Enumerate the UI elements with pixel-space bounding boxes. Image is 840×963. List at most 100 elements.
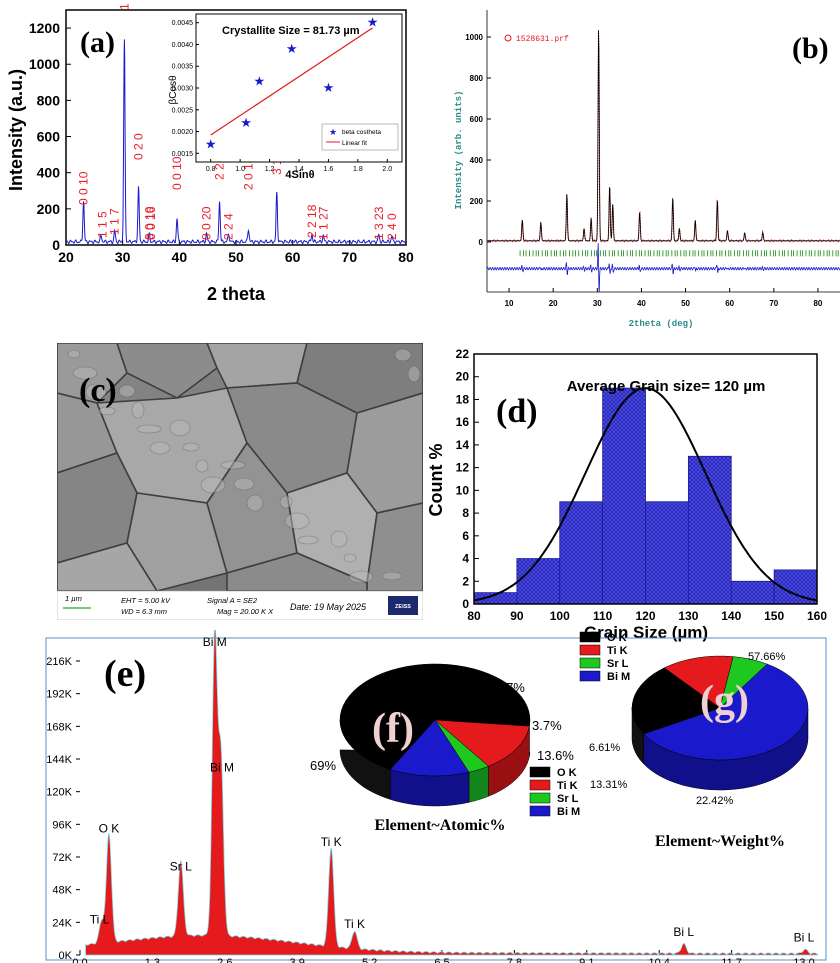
sem-small-grain xyxy=(72,366,98,380)
y-tick-label: 96K xyxy=(52,819,72,831)
y-tick-label: 400 xyxy=(37,165,61,181)
x-tick-label: 70 xyxy=(342,249,358,265)
inset-data-points: ★ ★ ★ ★ ★ ★ xyxy=(205,15,379,152)
x-tick-label: 40 xyxy=(637,299,646,308)
peak-label: 1 1 7 xyxy=(108,208,122,235)
inset-data-point: ★ xyxy=(323,80,335,95)
x-tick-label: 90 xyxy=(510,609,524,623)
x-tick-label: 100 xyxy=(550,609,570,623)
y-tick-label: 400 xyxy=(470,156,484,165)
y-tick-label: 600 xyxy=(37,129,61,145)
sem-scale-bar-label: 1 µm xyxy=(65,594,82,603)
sem-small-grain xyxy=(297,535,319,545)
eds-peak-label: Ti L xyxy=(90,913,110,927)
x-tick-label: 40 xyxy=(172,249,188,265)
y-tick-label: 600 xyxy=(470,115,484,124)
panel-d-histogram: 0 2 4 6 8 10 12 14 16 18 20 22 80 90 100 110 120 130 140 1… xyxy=(426,347,827,642)
y-tick-label: 800 xyxy=(470,74,484,83)
inset-x-tick-label: 1.2 xyxy=(265,166,275,173)
panel-e-spectrum-area xyxy=(85,630,819,956)
sem-small-grain xyxy=(348,570,374,584)
pie-slice xyxy=(339,663,531,770)
histogram-bar xyxy=(645,501,689,605)
eds-peak-label: Sr L xyxy=(170,860,192,874)
x-tick-label: 70 xyxy=(769,299,778,308)
peak-label: 2 2 4 xyxy=(222,213,236,240)
panel-f-caption: Element~Atomic% xyxy=(375,817,506,834)
eds-peak-label: O K xyxy=(99,822,120,836)
x-tick-label: 3.9 xyxy=(290,957,305,963)
x-tick-label: 30 xyxy=(115,249,131,265)
panel-b-y-axis-label: Intensity (arb. units) xyxy=(454,91,464,210)
y-tick-label: 20 xyxy=(456,370,470,384)
panel-d-label: (d) xyxy=(496,393,538,430)
y-tick-label: 16 xyxy=(456,415,470,429)
pie-slice xyxy=(663,655,734,709)
y-tick-label: 216K xyxy=(46,656,72,668)
inset-x-tick-label: 1.8 xyxy=(353,166,363,173)
inset-y-axis-label: βCosθ xyxy=(168,75,179,105)
panel-c-label: (c) xyxy=(79,372,117,409)
sem-small-grain xyxy=(85,383,107,401)
sem-date: Date: 19 May 2025 xyxy=(290,602,367,612)
legend-swatch xyxy=(579,631,601,643)
legend-swatch xyxy=(579,657,601,669)
sem-small-grain xyxy=(136,424,162,434)
sem-small-grain xyxy=(394,348,412,362)
y-tick-label: 120K xyxy=(46,787,72,799)
sem-info-bar xyxy=(57,590,423,620)
eds-peak-label: Bi L xyxy=(673,925,694,939)
sem-small-grain xyxy=(233,477,255,491)
panel-b-x-ticks: 10 20 30 40 50 60 70 80 xyxy=(505,288,823,308)
peak-label: 0 0 10 xyxy=(170,156,184,190)
sem-small-grain xyxy=(98,406,116,416)
y-tick-label: 18 xyxy=(456,392,470,406)
panel-a-xrd-trace xyxy=(66,39,407,245)
inset-x-tick-label: 1.4 xyxy=(294,166,304,173)
inset-legend-entry-2: Linear fit xyxy=(342,140,367,147)
x-tick-label: 7.8 xyxy=(507,957,522,963)
x-tick-label: 0.0 xyxy=(72,957,87,963)
inset-data-point: ★ xyxy=(286,41,298,56)
sem-small-grain xyxy=(407,365,421,383)
panel-f-slice-label-ok: 69% xyxy=(310,758,336,773)
eds-peak-label: Bi M xyxy=(210,760,234,774)
histogram-bar xyxy=(730,580,775,605)
panel-b-observed-trace xyxy=(486,30,840,243)
legend-swatch xyxy=(579,670,601,682)
panel-a-xrd: 20 30 40 50 60 70 80 0 200 400 600 800 1000 1200 0 0… xyxy=(6,0,414,304)
panel-d-frame xyxy=(473,353,818,605)
y-tick-label: 0 xyxy=(52,237,60,253)
legend-label: Sr L xyxy=(557,793,579,805)
peak-label: 1 1 27 xyxy=(316,206,330,240)
peak-label: 2 0 18 xyxy=(241,156,255,190)
y-tick-label: 0 xyxy=(479,238,484,247)
x-tick-label: 160 xyxy=(807,609,827,623)
sem-grain xyxy=(226,552,368,592)
panel-d-x-ticks: 80 90 100 110 120 130 140 150 160 xyxy=(467,599,827,623)
peak-label: 0 0 10 xyxy=(142,206,156,240)
y-tick-label: 12 xyxy=(456,461,470,475)
y-tick-label: 200 xyxy=(470,197,484,206)
y-tick-label: 200 xyxy=(37,201,61,217)
y-tick-label: 48K xyxy=(52,885,72,897)
sem-small-grain xyxy=(149,441,171,455)
panel-g-slice-label-srl: 6.61% xyxy=(589,742,620,754)
legend-swatch xyxy=(529,805,551,817)
sem-small-grain xyxy=(118,384,136,398)
inset-y-tick-label: 0.0025 xyxy=(172,107,194,114)
legend-label: O K xyxy=(607,632,627,644)
inset-legend-box xyxy=(321,123,399,151)
inset-y-tick-label: 0.0020 xyxy=(172,129,194,136)
panel-g-slice-label-tik: 13.31% xyxy=(590,779,628,791)
sem-grain xyxy=(116,343,218,399)
panel-a-y-axis-label: Intensity (a.u.) xyxy=(6,69,26,191)
panel-e-peak-labels: Ti LO KSr LBi MBi MTi KTi KBi L Bi L xyxy=(90,635,815,944)
inset-ticks: 0.8 1.0 1.2 1.4 1.6 1.8 2.0 0.0015 0.0020 0.0025 0… xyxy=(172,20,393,173)
histogram-bar xyxy=(602,387,646,605)
x-tick-label: 80 xyxy=(467,609,481,623)
sem-small-grain xyxy=(169,419,191,437)
x-tick-label: 13.0 xyxy=(793,957,814,963)
sem-wd: WD = 6.3 mm xyxy=(121,607,167,616)
x-tick-label: 6.5 xyxy=(434,957,449,963)
